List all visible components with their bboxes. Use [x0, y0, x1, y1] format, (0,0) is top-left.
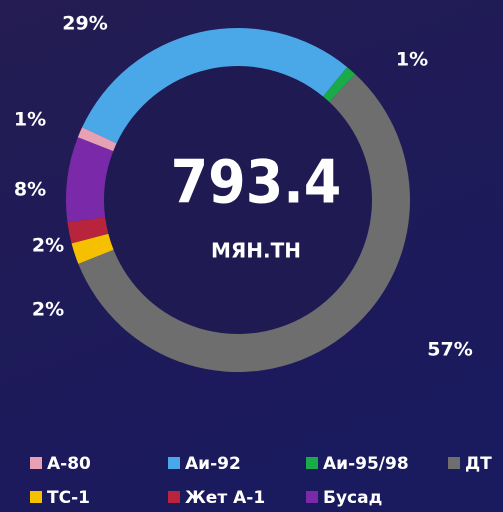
- donut-segment: [82, 28, 348, 144]
- donut: [66, 28, 411, 373]
- center-value: 793.4: [171, 148, 342, 218]
- legend-label: А-80: [47, 454, 91, 474]
- donut-hole: [104, 66, 372, 334]
- donut-segment: [78, 74, 411, 373]
- data-label: 2%: [32, 235, 64, 257]
- legend-label: ТС-1: [47, 488, 90, 508]
- legend-swatch: [168, 491, 180, 503]
- legend-swatch: [306, 457, 318, 469]
- data-label: 2%: [32, 299, 64, 321]
- legend-label: Аи-95/98: [323, 454, 409, 474]
- legend-swatch: [168, 457, 180, 469]
- legend-swatch: [30, 491, 42, 503]
- donut-segment: [77, 127, 117, 152]
- data-label: 57%: [427, 339, 472, 361]
- donut-segment: [71, 233, 114, 264]
- center-unit: МЯН.ТН: [211, 239, 301, 263]
- legend-label: Аи-92: [185, 454, 241, 474]
- legend-swatch: [448, 457, 460, 469]
- legend-label: Жет А-1: [185, 488, 265, 508]
- legend-swatch: [30, 457, 42, 469]
- legend-label: Бусад: [323, 488, 382, 508]
- data-label: 1%: [14, 109, 46, 131]
- legend-label: ДТ: [465, 454, 492, 474]
- data-label: 29%: [62, 13, 107, 35]
- legend-swatch: [306, 491, 318, 503]
- data-label: 8%: [14, 179, 46, 201]
- donut-segment: [67, 217, 109, 244]
- data-label: 1%: [396, 49, 428, 71]
- donut-segment: [323, 67, 356, 102]
- donut-segment: [66, 137, 114, 223]
